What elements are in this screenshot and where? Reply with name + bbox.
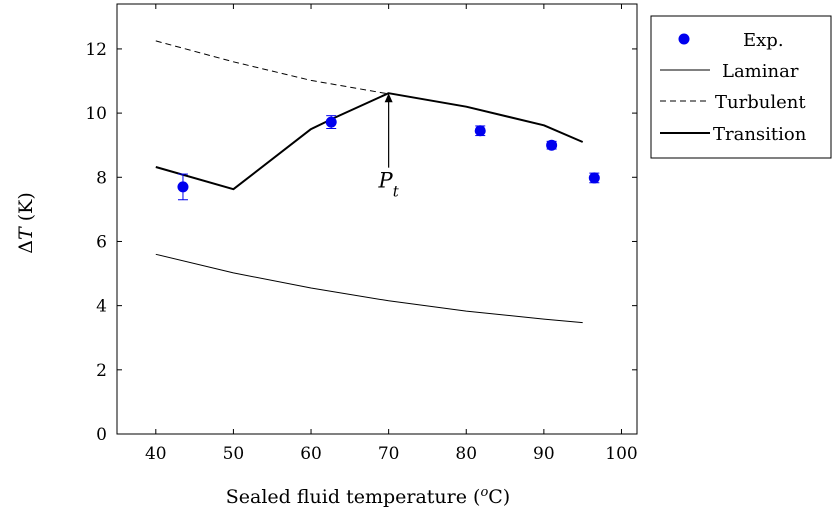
- legend-label-laminar: Laminar: [722, 61, 799, 82]
- data-point-exp: [546, 139, 558, 151]
- x-tick-label: 50: [223, 444, 245, 464]
- y-axis-label: ΔT (K): [15, 192, 37, 253]
- legend-label-transition: Transition: [713, 124, 807, 145]
- x-axis-label-superscript: o: [480, 485, 488, 500]
- data-point-exp: [177, 181, 189, 193]
- series-line-transition: [155, 92, 584, 191]
- x-tick-label: 70: [378, 444, 400, 464]
- x-tick-label: 90: [533, 444, 555, 464]
- data-point-exp: [474, 125, 486, 137]
- plot-area-frame: [116, 3, 638, 435]
- data-point-exp: [588, 172, 600, 184]
- y-tick-label: 6: [96, 232, 107, 252]
- y-tick-label: 4: [96, 297, 107, 317]
- x-tick-label: 40: [145, 444, 167, 464]
- y-tick-label: 2: [96, 361, 107, 381]
- series-line-turbulent: [155, 40, 389, 95]
- series-line-laminar: [155, 253, 583, 324]
- legend-label-exp: Exp.: [743, 30, 784, 51]
- annotation-arrowhead: [384, 93, 393, 103]
- data-point-exp: [325, 116, 337, 128]
- x-tick-label: 80: [455, 444, 477, 464]
- legend-swatch-exp: [678, 33, 690, 45]
- x-tick-label: 100: [605, 444, 637, 464]
- y-tick-label: 10: [85, 104, 107, 124]
- y-tick-label: 12: [85, 40, 107, 60]
- legend-label-turbulent: Turbulent: [715, 92, 806, 113]
- x-axis-label: Sealed fluid temperature (oC): [226, 485, 510, 509]
- annotation-label-pt: Pt: [378, 169, 400, 201]
- y-tick-label: 0: [96, 425, 107, 445]
- legend: Exp. Laminar Turbulent Transition: [650, 15, 832, 159]
- x-tick-label: 60: [300, 444, 322, 464]
- y-tick-label: 8: [96, 168, 107, 188]
